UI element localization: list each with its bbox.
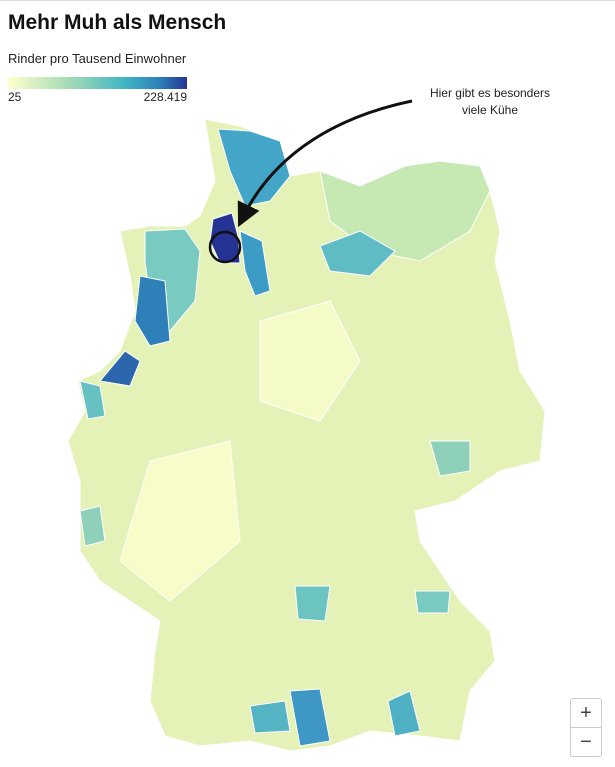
legend-bar [8,77,187,89]
zoom-in[interactable]: + [580,702,592,724]
title: Mehr Muh als Mensch [8,11,227,34]
highlight-circle [208,230,242,264]
legend-max: 228.419 [144,90,188,104]
legend-min: 25 [8,90,22,104]
annotation-line: viele Kühe [462,103,518,117]
annotation-line: Hier gibt es besonders [430,86,550,100]
annotation-arrow [237,99,413,228]
subtitle: Rinder pro Tausend Einwohner [8,51,187,66]
regions [79,128,491,747]
zoom-out[interactable]: − [571,727,601,756]
zoom-control: + − [570,698,602,757]
